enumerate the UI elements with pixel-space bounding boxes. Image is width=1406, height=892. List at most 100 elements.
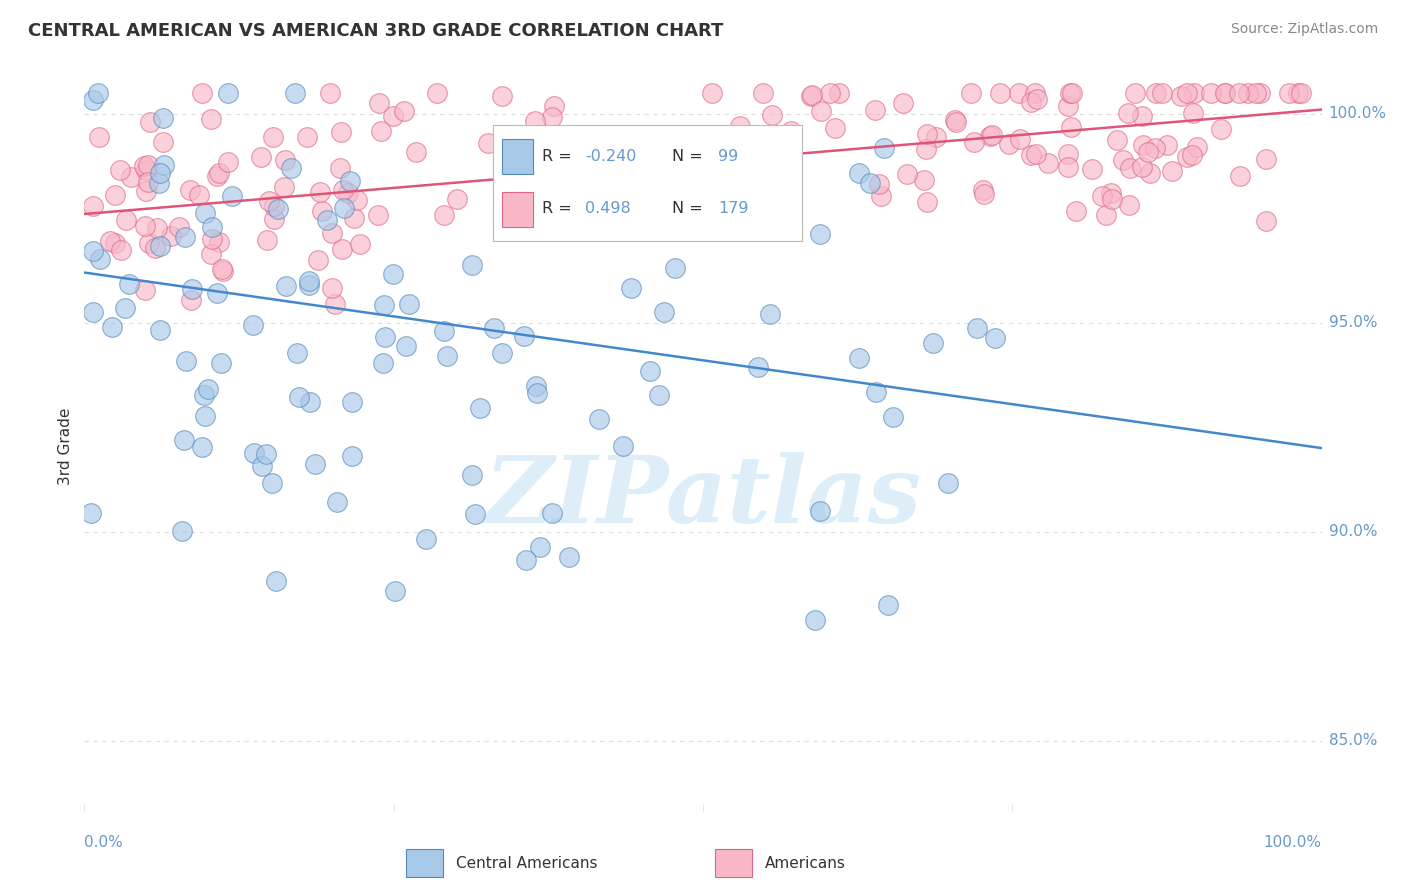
Point bbox=[304, 457, 326, 471]
Point bbox=[436, 349, 458, 363]
Point bbox=[252, 459, 274, 474]
Point bbox=[284, 86, 307, 100]
Point bbox=[1057, 161, 1080, 175]
Point bbox=[780, 124, 803, 138]
Point bbox=[586, 159, 609, 173]
Point bbox=[114, 301, 136, 316]
Point bbox=[848, 166, 870, 180]
Point bbox=[1099, 186, 1122, 201]
Point bbox=[217, 86, 239, 100]
Point bbox=[1227, 86, 1250, 100]
Point bbox=[981, 128, 1004, 143]
Point bbox=[170, 524, 193, 538]
Point bbox=[82, 93, 104, 107]
Point bbox=[381, 267, 404, 281]
Point bbox=[515, 553, 537, 567]
Point bbox=[541, 110, 564, 124]
Point bbox=[167, 220, 190, 235]
Point bbox=[870, 189, 893, 203]
Point bbox=[298, 395, 321, 409]
Point bbox=[342, 450, 364, 464]
Point bbox=[526, 386, 548, 401]
Point bbox=[108, 163, 131, 178]
Point bbox=[392, 103, 415, 118]
Point bbox=[1025, 147, 1047, 161]
Point bbox=[285, 346, 308, 360]
Point bbox=[138, 115, 160, 129]
Point bbox=[868, 177, 890, 191]
Point bbox=[808, 227, 831, 242]
Point bbox=[502, 178, 524, 192]
Point bbox=[267, 202, 290, 217]
Point bbox=[523, 114, 546, 128]
Text: Americans: Americans bbox=[765, 855, 846, 871]
Point bbox=[973, 187, 995, 202]
Point bbox=[915, 142, 938, 156]
Point bbox=[491, 89, 513, 103]
Point bbox=[242, 446, 264, 460]
Point bbox=[212, 264, 235, 278]
Point bbox=[180, 282, 202, 296]
Point bbox=[174, 354, 197, 368]
Point bbox=[704, 161, 727, 175]
Point bbox=[136, 175, 159, 189]
Point bbox=[543, 99, 565, 113]
Point bbox=[82, 199, 104, 213]
Point bbox=[1008, 86, 1031, 100]
Point bbox=[104, 236, 127, 251]
Bar bbox=[502, 139, 533, 174]
Point bbox=[263, 199, 285, 213]
Point bbox=[159, 228, 181, 243]
Text: CENTRAL AMERICAN VS AMERICAN 3RD GRADE CORRELATION CHART: CENTRAL AMERICAN VS AMERICAN 3RD GRADE C… bbox=[28, 22, 724, 40]
Point bbox=[205, 169, 228, 183]
Point bbox=[1132, 137, 1154, 152]
Point bbox=[1286, 86, 1309, 100]
Point bbox=[209, 356, 232, 370]
Point bbox=[1060, 120, 1083, 135]
Point bbox=[336, 186, 359, 200]
Point bbox=[652, 305, 675, 319]
Text: R =: R = bbox=[543, 202, 572, 216]
Point bbox=[824, 120, 846, 135]
Point bbox=[482, 321, 505, 335]
Point bbox=[208, 166, 231, 180]
Point bbox=[384, 584, 406, 599]
Point bbox=[193, 388, 215, 402]
Point bbox=[143, 241, 166, 255]
Point bbox=[640, 364, 662, 378]
Point bbox=[274, 153, 297, 167]
Point bbox=[381, 109, 404, 123]
Point bbox=[648, 388, 671, 402]
Point bbox=[194, 409, 217, 423]
Point bbox=[1139, 166, 1161, 180]
Point bbox=[728, 120, 751, 134]
Point bbox=[187, 188, 209, 202]
Point bbox=[326, 495, 349, 509]
Point bbox=[1024, 86, 1046, 100]
Point bbox=[759, 307, 782, 321]
Point bbox=[262, 130, 284, 145]
Point bbox=[558, 550, 581, 565]
Point bbox=[374, 330, 396, 344]
Point bbox=[307, 253, 329, 268]
Point bbox=[134, 219, 156, 233]
Point bbox=[972, 183, 994, 197]
Point bbox=[491, 345, 513, 359]
Text: 179: 179 bbox=[718, 202, 749, 216]
Point bbox=[288, 390, 311, 404]
Point bbox=[135, 162, 157, 177]
Point bbox=[1107, 132, 1129, 146]
Point bbox=[882, 409, 904, 424]
Point bbox=[620, 281, 643, 295]
Point bbox=[924, 130, 946, 145]
Point bbox=[529, 189, 551, 203]
Point bbox=[1170, 88, 1192, 103]
Point bbox=[110, 244, 132, 258]
Point bbox=[274, 279, 297, 293]
Point bbox=[938, 476, 960, 491]
Point bbox=[330, 242, 353, 256]
Point bbox=[685, 195, 707, 210]
Point bbox=[524, 378, 547, 392]
Point bbox=[1081, 161, 1104, 176]
Point bbox=[319, 86, 342, 100]
